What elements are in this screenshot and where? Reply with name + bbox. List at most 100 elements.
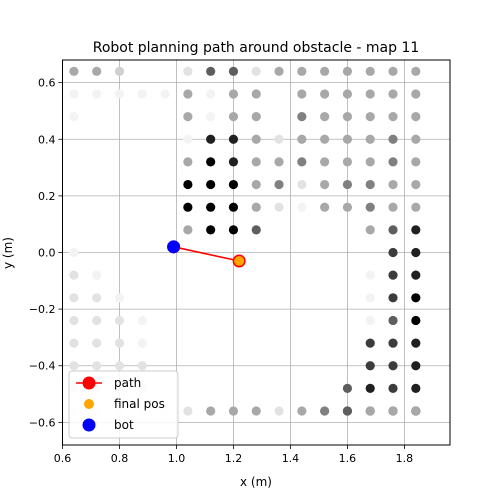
legend-marker xyxy=(82,418,96,432)
occupancy-point xyxy=(228,225,239,235)
bot-marker xyxy=(167,240,181,254)
occupancy-point xyxy=(274,202,284,212)
occupancy-point xyxy=(228,157,239,167)
y-tick-label: 0.0 xyxy=(38,247,56,260)
occupancy-point xyxy=(92,89,102,99)
x-axis-label: x (m) xyxy=(240,475,272,489)
occupancy-point xyxy=(388,270,398,280)
occupancy-point xyxy=(388,315,398,326)
x-tick-label: 1.6 xyxy=(339,452,357,465)
occupancy-point xyxy=(92,293,102,303)
occupancy-point xyxy=(411,202,421,212)
legend-marker xyxy=(82,376,96,390)
occupancy-point xyxy=(297,202,307,212)
occupancy-point xyxy=(388,247,398,258)
occupancy-point xyxy=(411,179,421,190)
occupancy-point xyxy=(274,157,284,167)
occupancy-point xyxy=(69,361,79,371)
occupancy-point xyxy=(365,89,375,99)
y-tick-label: 0.6 xyxy=(38,77,56,90)
occupancy-point xyxy=(274,134,284,144)
occupancy-point xyxy=(388,225,398,235)
occupancy-point xyxy=(365,361,375,371)
occupancy-point xyxy=(342,157,353,167)
occupancy-point xyxy=(320,66,330,76)
occupancy-point xyxy=(411,112,421,122)
occupancy-point xyxy=(342,66,353,76)
occupancy-point xyxy=(297,157,307,167)
occupancy-point xyxy=(411,247,421,258)
axes: 0.6 0.8 1.0 1.2 1.4 1.6 1.8 −0.6 −0.4 −0.2 0.0 0.2 0… xyxy=(29,77,413,465)
occupancy-point xyxy=(411,134,421,144)
occupancy-point xyxy=(183,66,193,76)
occupancy-point xyxy=(320,157,330,167)
occupancy-point xyxy=(251,89,261,99)
occupancy-point xyxy=(251,157,261,167)
occupancy-point xyxy=(114,293,125,303)
y-tick-label: 0.4 xyxy=(38,133,56,146)
occupancy-point xyxy=(137,89,147,99)
occupancy-point xyxy=(365,134,375,144)
occupancy-point xyxy=(342,89,353,99)
occupancy-point xyxy=(251,179,261,190)
occupancy-point xyxy=(274,179,284,190)
y-tick-label: −0.4 xyxy=(29,360,56,373)
occupancy-point xyxy=(137,361,147,371)
occupancy-point xyxy=(388,361,398,371)
occupancy-point xyxy=(92,338,102,348)
occupancy-point xyxy=(320,406,330,416)
occupancy-point xyxy=(365,383,375,393)
occupancy-point xyxy=(411,270,421,280)
occupancy-point xyxy=(297,134,307,144)
occupancy-point xyxy=(251,66,261,76)
occupancy-point xyxy=(251,112,261,122)
chart-title: Robot planning path around obstacle - ma… xyxy=(93,40,420,56)
occupancy-point xyxy=(251,134,261,144)
occupancy-point xyxy=(297,112,307,122)
occupancy-point xyxy=(206,89,216,99)
occupancy-point xyxy=(365,270,375,280)
occupancy-point xyxy=(365,406,375,416)
occupancy-point xyxy=(297,66,307,76)
occupancy-point xyxy=(320,89,330,99)
occupancy-point xyxy=(342,406,353,416)
occupancy-point xyxy=(183,202,193,212)
occupancy-point xyxy=(114,315,125,326)
occupancy-point xyxy=(411,406,421,416)
occupancy-point xyxy=(228,89,239,99)
occupancy-point xyxy=(365,293,375,303)
occupancy-point xyxy=(69,112,79,122)
occupancy-point xyxy=(69,89,79,99)
occupancy-point xyxy=(342,134,353,144)
occupancy-point xyxy=(365,112,375,122)
x-tick-label: 1.4 xyxy=(282,452,300,465)
occupancy-point xyxy=(114,89,125,99)
occupancy-point xyxy=(365,66,375,76)
occupancy-point xyxy=(92,315,102,326)
occupancy-point xyxy=(206,406,216,416)
occupancy-point xyxy=(228,112,239,122)
occupancy-point xyxy=(183,225,193,235)
occupancy-point xyxy=(137,315,147,326)
x-tick-label: 1.2 xyxy=(225,452,243,465)
occupancy-point xyxy=(183,112,193,122)
occupancy-point xyxy=(92,66,102,76)
x-tick-label: 1.0 xyxy=(168,452,186,465)
occupancy-points xyxy=(69,66,421,416)
occupancy-point xyxy=(206,66,216,76)
occupancy-point xyxy=(228,406,239,416)
legend-label: final pos xyxy=(114,397,165,411)
occupancy-point xyxy=(69,66,79,76)
legend-box xyxy=(68,370,179,439)
occupancy-point xyxy=(206,134,216,144)
occupancy-point xyxy=(160,89,170,99)
occupancy-point xyxy=(411,89,421,99)
occupancy-point xyxy=(69,293,79,303)
occupancy-point xyxy=(274,406,284,416)
y-tick-label: −0.2 xyxy=(29,303,56,316)
occupancy-point xyxy=(320,112,330,122)
occupancy-point xyxy=(183,134,193,144)
occupancy-point xyxy=(114,66,125,76)
final-pos-marker xyxy=(234,255,245,266)
occupancy-point xyxy=(69,338,79,348)
